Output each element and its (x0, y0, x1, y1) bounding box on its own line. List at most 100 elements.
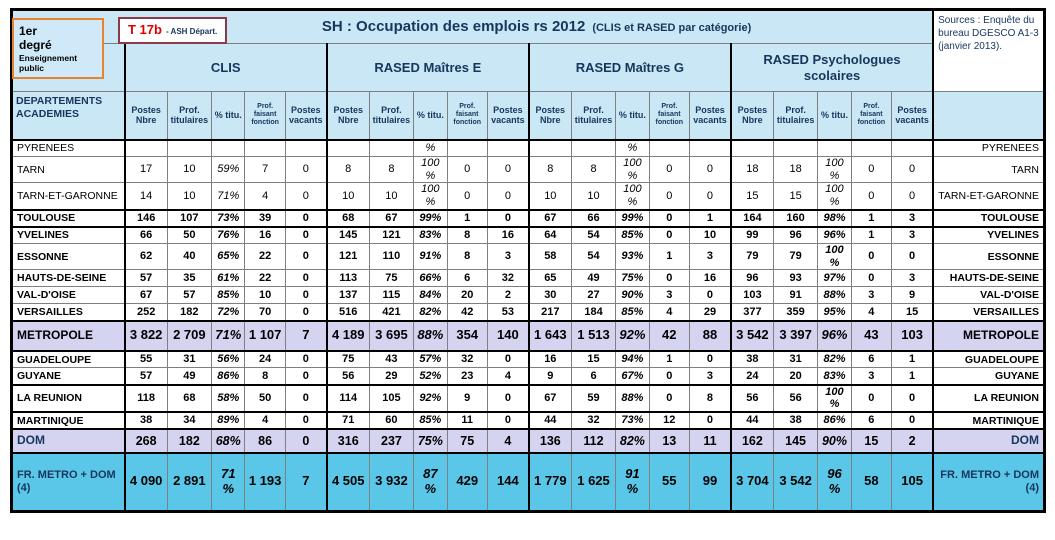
data-cell: 1 779 (527, 452, 572, 512)
data-cell: 85% (413, 411, 448, 430)
data-cell: 30 (527, 286, 572, 305)
data-cell (527, 139, 572, 157)
data-cell: 140 (486, 319, 530, 352)
data-cell: 82% (413, 303, 448, 322)
data-cell: 1 107 (244, 319, 286, 352)
data-cell: 50 (244, 383, 286, 413)
data-cell: 99 (729, 225, 774, 245)
data-cell: 160 (772, 208, 819, 228)
group-header: RASED Maîtres E (325, 43, 530, 92)
data-cell: 99% (413, 208, 448, 228)
emplois-table: SH : Occupation des emplois rs 2012 (CLIS… (10, 8, 1046, 513)
row-label-right: METROPOLE (932, 319, 1046, 352)
data-cell: 377 (729, 303, 774, 322)
data-cell: 71 % (211, 452, 246, 512)
data-cell: 60 (368, 411, 415, 430)
data-cell (648, 139, 691, 157)
data-cell: 96% (817, 225, 852, 245)
group-header: CLIS (123, 43, 328, 92)
departements-academies-header: DEPARTEMENTS ACADEMIES (10, 91, 126, 141)
data-cell: 0 (284, 243, 328, 271)
table-ref-badge: T 17b - ASH Départ. (118, 17, 228, 44)
data-cell: 32 (486, 269, 530, 288)
data-cell: 0 (688, 411, 732, 430)
data-cell: 0 (446, 182, 488, 211)
data-cell: 107 (166, 208, 213, 228)
data-cell: 268 (123, 428, 168, 454)
data-cell: 0 (284, 303, 328, 322)
table-row: HAUTS-DE-SEINE 57 35 61% 22 0 113 75 66% 6 32 65 49 7… (10, 269, 1046, 288)
data-cell: 61% (211, 269, 246, 288)
data-cell: 24 (244, 349, 286, 369)
data-cell: 0 (891, 155, 934, 184)
data-cell: 90% (817, 428, 852, 454)
data-cell: 2 709 (166, 319, 213, 352)
data-cell: 0 (486, 383, 530, 413)
data-cell: 8 (368, 155, 415, 184)
data-cell: 0 (284, 182, 328, 211)
row-label-left: DOM (10, 428, 126, 454)
data-cell: % (615, 139, 650, 157)
data-cell: 57 (123, 269, 168, 288)
data-cell: 1 193 (244, 452, 286, 512)
data-cell: 3 (891, 208, 934, 228)
col-header: Postes vacants (688, 91, 732, 141)
data-cell: 92% (413, 383, 448, 413)
data-cell (368, 139, 415, 157)
data-cell: 113 (325, 269, 370, 288)
data-cell: 6 (850, 349, 893, 369)
data-cell: 0 (688, 349, 732, 369)
data-cell: 16 (688, 269, 732, 288)
data-cell: 18 (729, 155, 774, 184)
data-cell: 110 (368, 243, 415, 271)
row-label-right: TARN-ET-GARONNE (932, 182, 1046, 211)
data-cell: 55 (648, 452, 691, 512)
data-cell: 105 (368, 383, 415, 413)
data-cell: 115 (368, 286, 415, 305)
data-cell: 164 (729, 208, 774, 228)
data-cell: 7 (284, 452, 328, 512)
data-cell: 100 % (817, 243, 852, 271)
data-cell: 65 (527, 269, 572, 288)
data-cell: 75 (325, 349, 370, 369)
table-row: GUYANE 57 49 86% 8 0 56 29 52% 23 4 9 6 67% 0 3 24 20 83% 3… (10, 367, 1046, 386)
data-cell: 49 (166, 367, 213, 386)
data-cell: 62 (123, 243, 168, 271)
data-cell: 59 (570, 383, 617, 413)
data-cell: 79 (772, 243, 819, 271)
data-cell: 58% (211, 383, 246, 413)
col-header: Postes vacants (284, 91, 328, 141)
data-cell: 184 (570, 303, 617, 322)
data-cell: 84% (413, 286, 448, 305)
row-label-right: VAL-D'OISE (932, 286, 1046, 305)
data-cell: 0 (284, 155, 328, 184)
data-cell: 9 (891, 286, 934, 305)
data-cell: 85% (211, 286, 246, 305)
data-cell: 16 (244, 225, 286, 245)
group-header: RASED Psychologues scolaires (729, 43, 934, 92)
col-header: Prof. titulaires (368, 91, 415, 141)
data-cell: 56 (772, 383, 819, 413)
data-cell (688, 139, 732, 157)
data-cell: 32 (446, 349, 488, 369)
data-cell: 67% (615, 367, 650, 386)
data-cell: 68 (166, 383, 213, 413)
data-cell: 55 (123, 349, 168, 369)
data-cell: 96 % (817, 452, 852, 512)
data-cell: 67 (527, 208, 572, 228)
data-cell: 100 % (413, 182, 448, 211)
data-cell: 354 (446, 319, 488, 352)
data-cell: 1 (648, 243, 691, 271)
data-cell: 0 (284, 383, 328, 413)
col-header: Prof. faisant fonction (648, 91, 691, 141)
data-cell: 0 (850, 243, 893, 271)
data-cell: 0 (891, 411, 934, 430)
data-cell: 4 189 (325, 319, 370, 352)
data-cell: 10 (368, 182, 415, 211)
col-header: Prof. faisant fonction (850, 91, 893, 141)
group-header-row: CLIS RASED Maîtres E RASED Maîtres G RASED … (10, 43, 1045, 92)
data-cell: 95% (817, 303, 852, 322)
data-cell: 4 090 (123, 452, 168, 512)
data-cell: 103 (729, 286, 774, 305)
data-cell: 237 (368, 428, 415, 454)
